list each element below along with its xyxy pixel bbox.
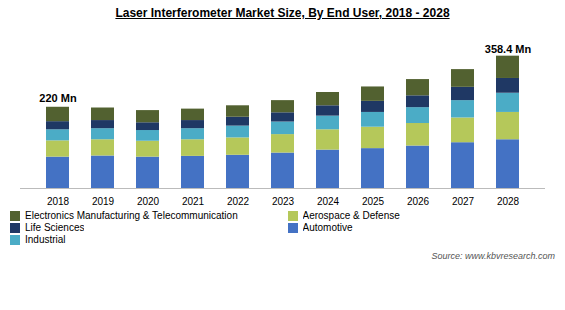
html-text:Automotive: Automotive — [302, 222, 353, 233]
html-text:Electronics Manufacturing & Te: Electronics Manufacturing & Telecommunic… — [25, 210, 238, 221]
svg-text:2019: 2019 — [92, 196, 115, 207]
svg-text:2027: 2027 — [452, 196, 475, 207]
html-text:Source: www.kbvresearch.com: Source: www.kbvresearch.com — [431, 251, 555, 261]
svg-text:220 Mn: 220 Mn — [39, 92, 77, 104]
html-text:Industrial: Industrial — [25, 234, 66, 245]
svg-text:358.4 Mn: 358.4 Mn — [485, 43, 532, 55]
html-text:Aerospace & Defense: Aerospace & Defense — [302, 210, 400, 221]
html-text:Laser Interferometer Market Si: Laser Interferometer Market Size, By End… — [115, 6, 450, 20]
svg-text:2024: 2024 — [317, 196, 340, 207]
svg-text:2026: 2026 — [407, 196, 430, 207]
svg-text:2028: 2028 — [497, 196, 520, 207]
svg-text:2020: 2020 — [137, 196, 160, 207]
svg-text:2018: 2018 — [47, 196, 70, 207]
html-text:Life Sciences: Life Sciences — [25, 222, 85, 233]
svg-text:2022: 2022 — [227, 196, 250, 207]
svg-text:2025: 2025 — [362, 196, 385, 207]
svg-text:2023: 2023 — [272, 196, 295, 207]
svg-text:2021: 2021 — [182, 196, 205, 207]
